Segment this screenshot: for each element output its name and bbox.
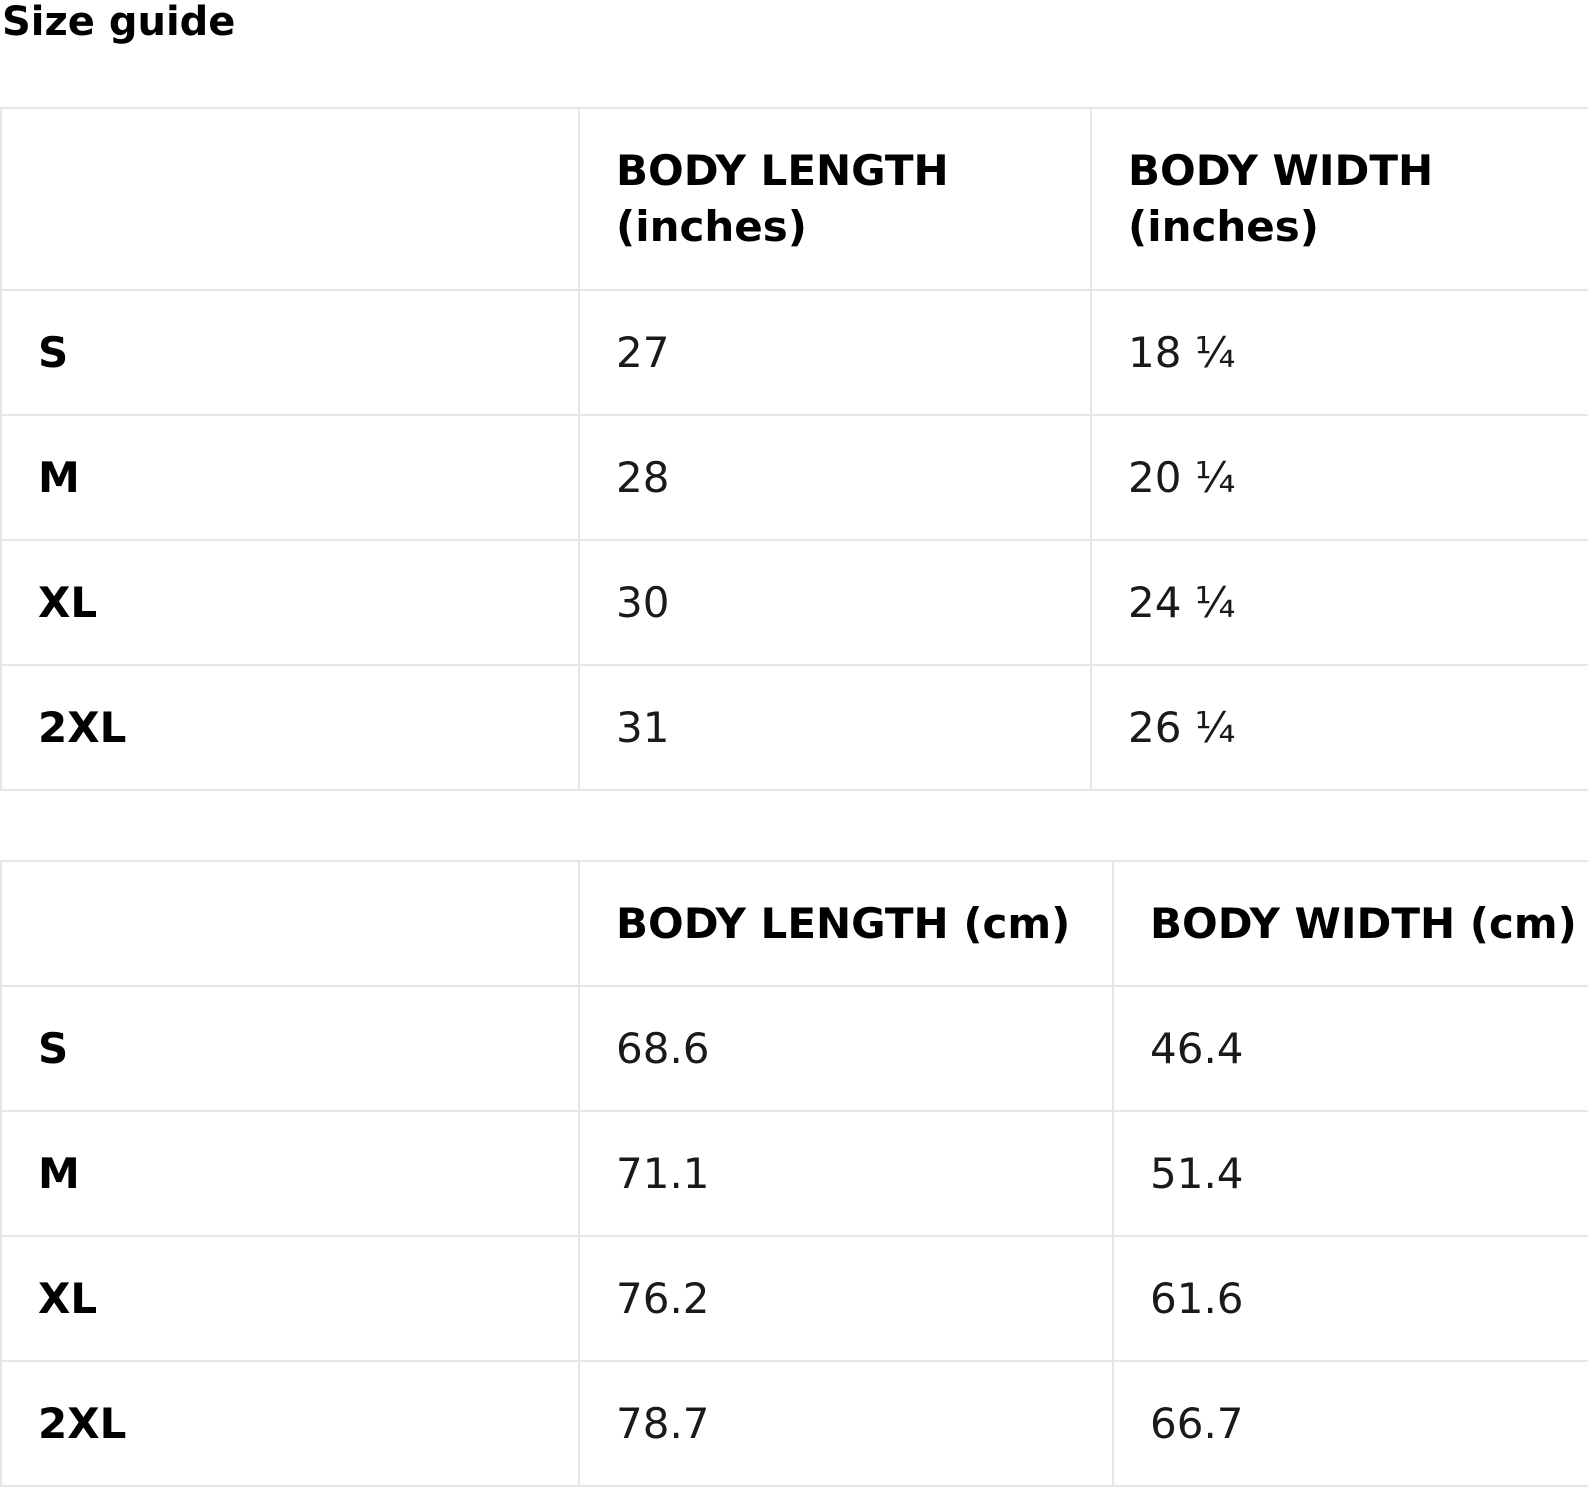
header-body-length-cm: BODY LENGTH (cm) [578, 860, 1114, 987]
size-label: XL [0, 1235, 580, 1362]
table-row: 2XL 31 26 ¼ [0, 664, 1588, 791]
header-body-length-label: BODY LENGTH [616, 146, 949, 195]
size-label: M [0, 414, 580, 541]
body-length-value: 76.2 [578, 1235, 1114, 1362]
table-row: XL 76.2 61.6 [0, 1235, 1588, 1362]
body-length-value: 78.7 [578, 1360, 1114, 1487]
body-length-value: 28 [578, 414, 1092, 541]
size-label: 2XL [0, 664, 580, 791]
header-size-empty [0, 860, 580, 987]
header-body-width-label: BODY WIDTH [1128, 146, 1434, 195]
size-table-inches: BODY LENGTH (inches) BODY WIDTH (inches) S… [0, 107, 1588, 791]
table-row: XL 30 24 ¼ [0, 539, 1588, 666]
body-width-value: 46.4 [1112, 985, 1588, 1112]
body-width-value: 66.7 [1112, 1360, 1588, 1487]
table-header-row: BODY LENGTH (inches) BODY WIDTH (inches) [0, 107, 1588, 291]
table-row: S 27 18 ¼ [0, 289, 1588, 416]
table-row: M 71.1 51.4 [0, 1110, 1588, 1237]
header-size-empty [0, 107, 580, 291]
header-body-width-cm: BODY WIDTH (cm) [1112, 860, 1588, 987]
size-table-cm: BODY LENGTH (cm) BODY WIDTH (cm) S 68.6 … [0, 860, 1588, 1487]
size-label: S [0, 289, 580, 416]
header-body-width-inches: BODY WIDTH (inches) [1090, 107, 1588, 291]
body-length-value: 68.6 [578, 985, 1114, 1112]
table-row: 2XL 78.7 66.7 [0, 1360, 1588, 1487]
body-width-value: 24 ¼ [1090, 539, 1588, 666]
size-label: 2XL [0, 1360, 580, 1487]
body-length-value: 27 [578, 289, 1092, 416]
table-row: M 28 20 ¼ [0, 414, 1588, 541]
body-width-value: 18 ¼ [1090, 289, 1588, 416]
header-body-length-inches: BODY LENGTH (inches) [578, 107, 1092, 291]
size-label: S [0, 985, 580, 1112]
body-length-value: 30 [578, 539, 1092, 666]
header-body-width-unit: (inches) [1128, 202, 1319, 251]
body-width-value: 26 ¼ [1090, 664, 1588, 791]
body-length-value: 71.1 [578, 1110, 1114, 1237]
header-body-length-unit: (inches) [616, 202, 807, 251]
body-length-value: 31 [578, 664, 1092, 791]
body-width-value: 61.6 [1112, 1235, 1588, 1362]
table-header-row: BODY LENGTH (cm) BODY WIDTH (cm) [0, 860, 1588, 987]
table-row: S 68.6 46.4 [0, 985, 1588, 1112]
page-title: Size guide [2, 0, 236, 45]
size-label: XL [0, 539, 580, 666]
size-label: M [0, 1110, 580, 1237]
body-width-value: 51.4 [1112, 1110, 1588, 1237]
body-width-value: 20 ¼ [1090, 414, 1588, 541]
